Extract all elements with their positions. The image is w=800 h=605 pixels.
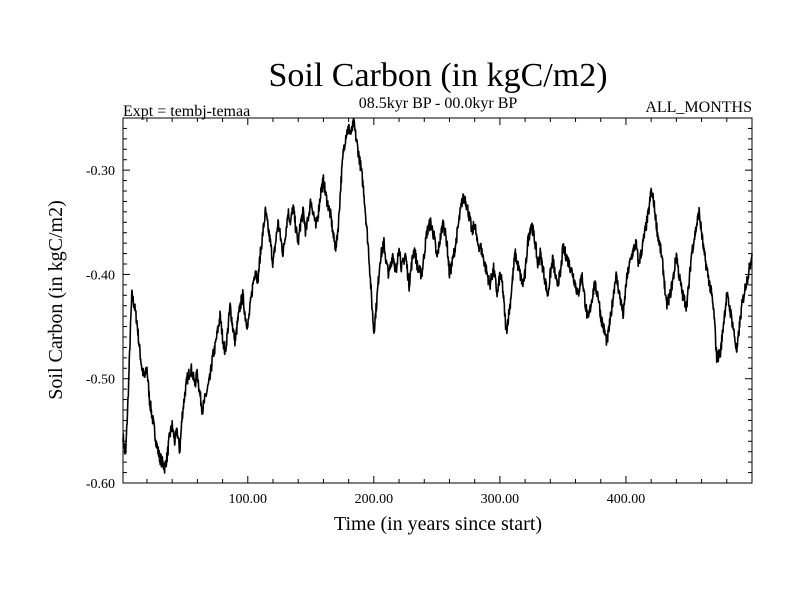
x-tick-label: 400.00	[607, 492, 646, 507]
x-axis-label: Time (in years since start)	[334, 513, 542, 535]
y-tick-label: -0.50	[86, 373, 115, 388]
y-axis: -0.60 -0.50 -0.40 -0.30	[86, 127, 752, 492]
series-line	[122, 118, 753, 474]
chart-subtitle-left: Expt = tembj-temaa	[123, 103, 250, 120]
y-tick-label: -0.30	[86, 164, 115, 179]
series-layer	[122, 118, 753, 474]
y-axis-label: Soil Carbon (in kgC/m2)	[45, 200, 67, 399]
chart-subtitle-center: 08.5kyr BP - 00.0kyr BP	[359, 95, 518, 112]
y-tick-label: -0.40	[86, 268, 115, 283]
x-tick-label: 100.00	[229, 492, 268, 507]
chart-subtitle-right: ALL_MONTHS	[645, 99, 752, 116]
x-tick-label: 200.00	[355, 492, 394, 507]
x-tick-label: 300.00	[481, 492, 520, 507]
y-tick-label: -0.60	[86, 477, 115, 492]
chart-title: Soil Carbon (in kgC/m2)	[268, 57, 607, 94]
plot-frame	[122, 117, 753, 484]
x-axis: 100.00 200.00 300.00 400.00	[146, 118, 728, 507]
